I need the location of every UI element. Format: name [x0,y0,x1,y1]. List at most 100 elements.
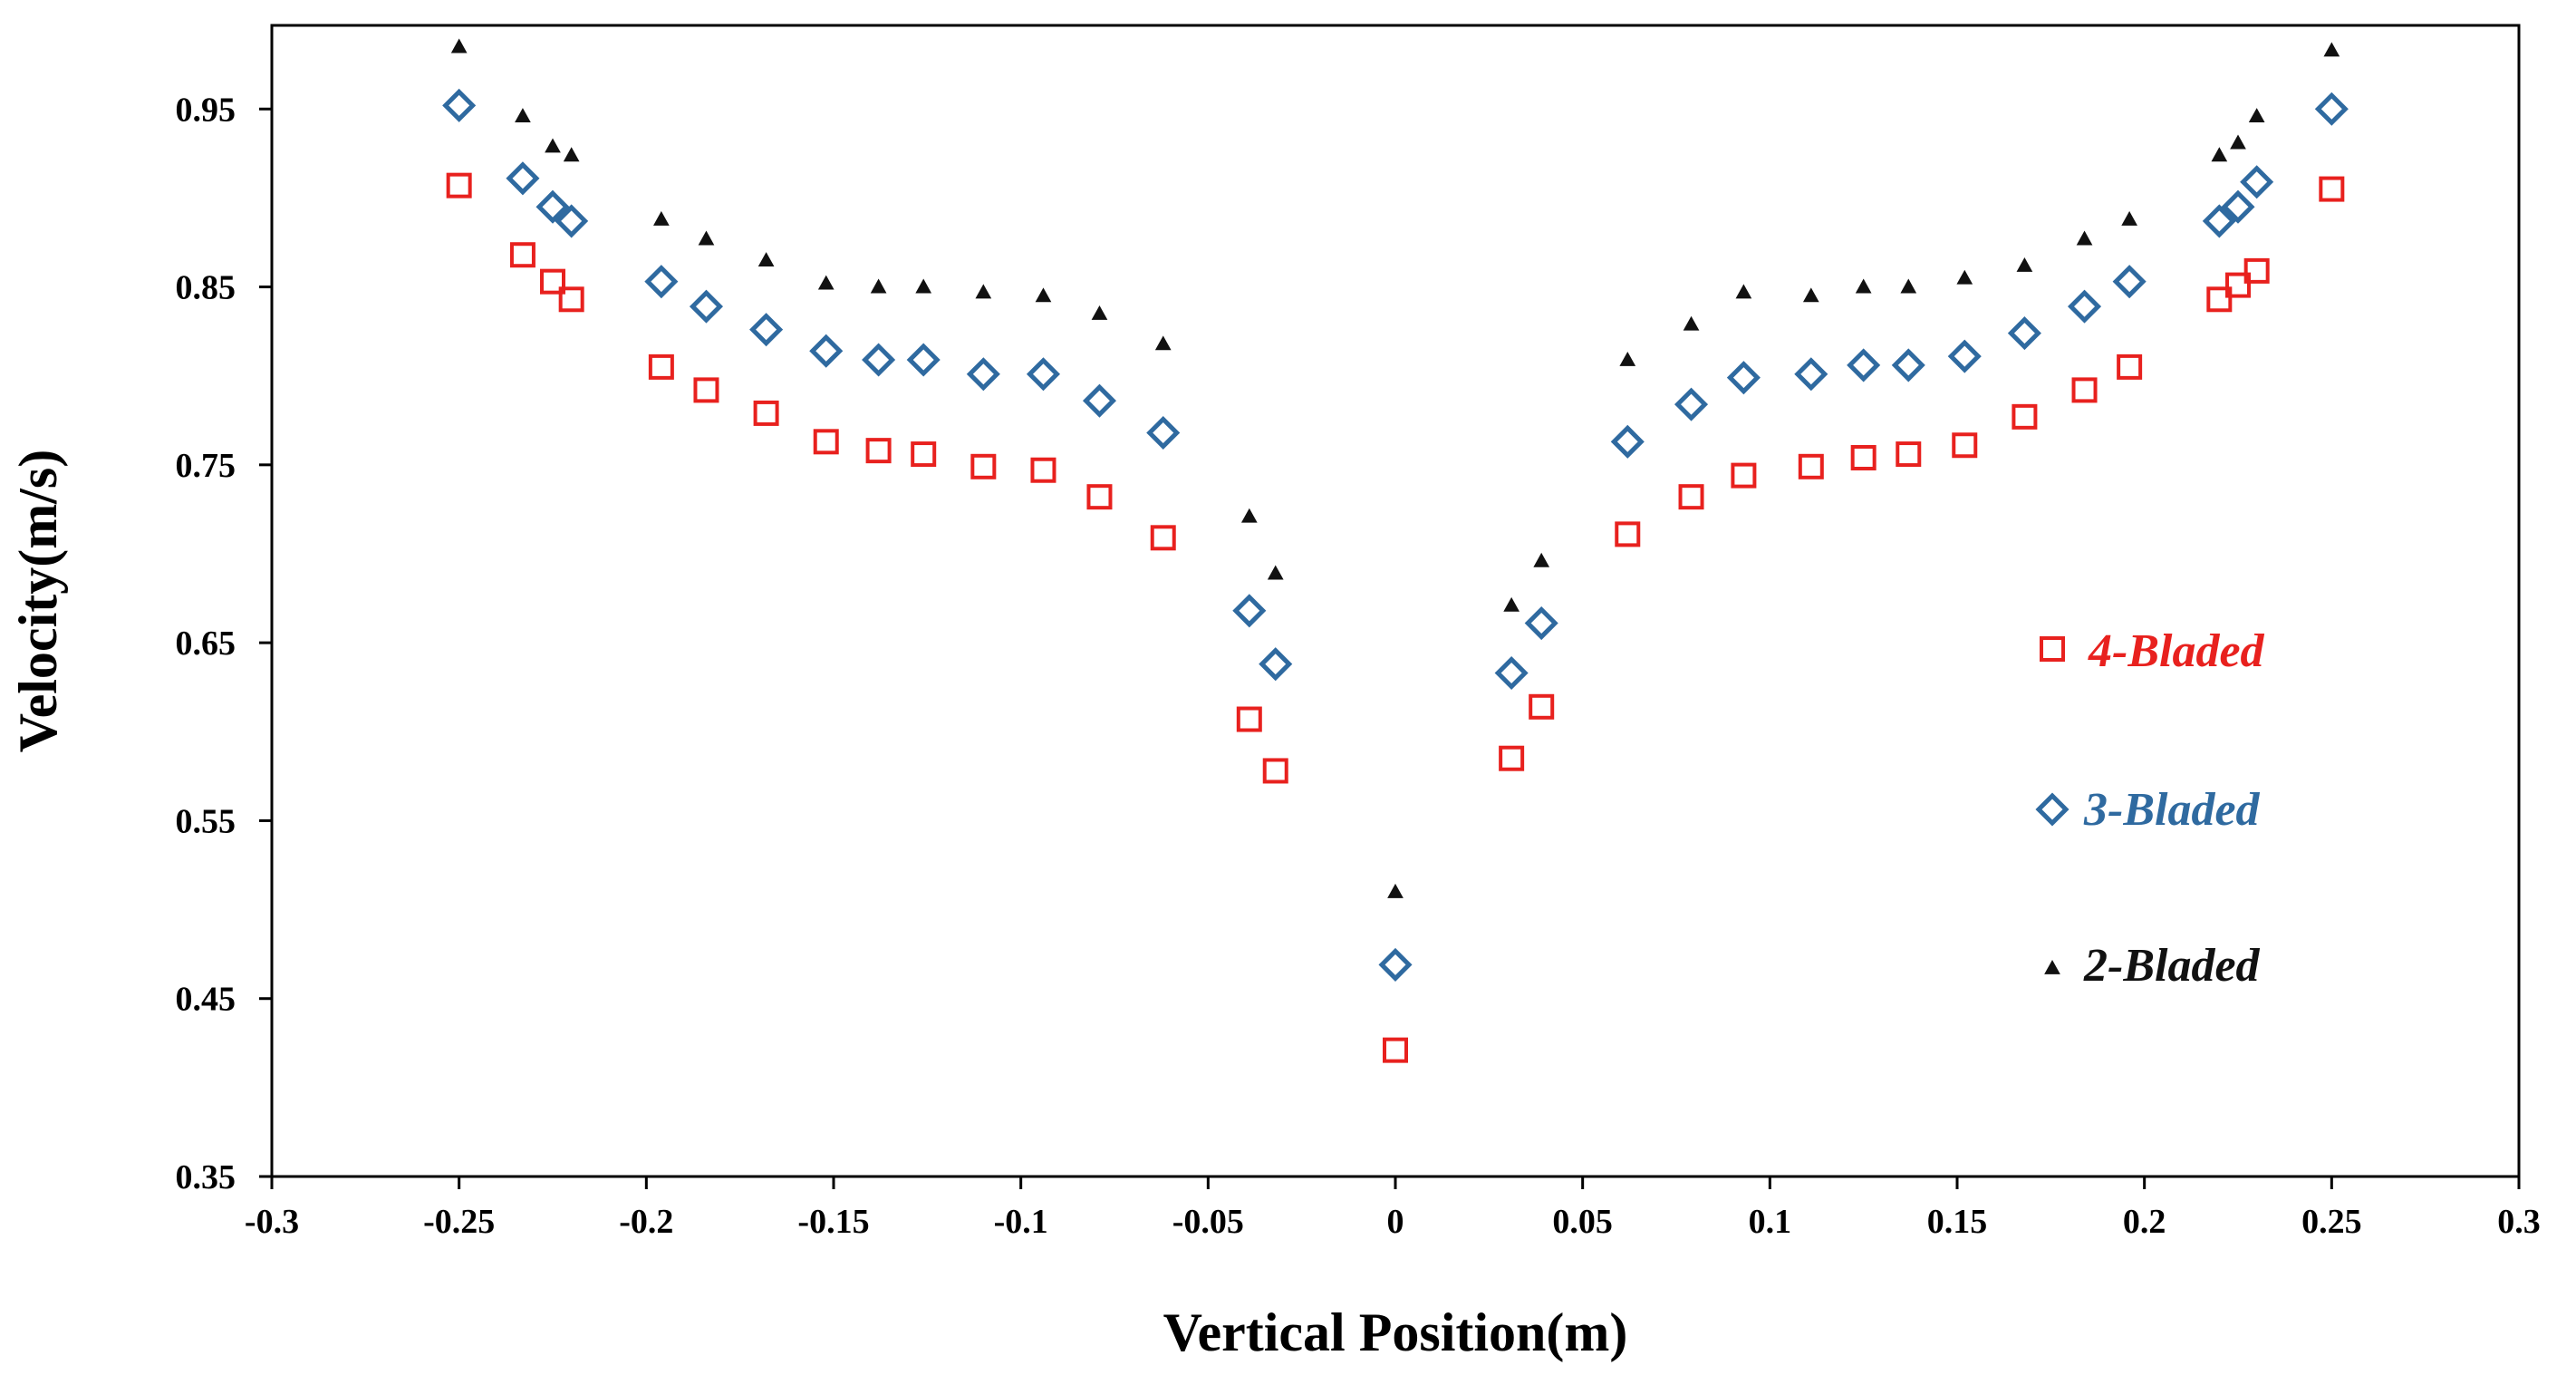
legend-item: 4-Bladed [2040,625,2265,677]
x-axis-ticks: -0.3 -0.25 -0.2 -0.15 -0.1 -0.05 0 0.05 0.1 0.15 0… [245,1176,2541,1241]
data-point [1026,357,1061,392]
data-point [2225,272,2251,298]
data-point [563,147,580,162]
x-tick-label: -0.1 [994,1203,1048,1241]
data-point [1150,525,1176,551]
data-point [2314,92,2349,126]
data-point [1615,521,1641,547]
data-point [446,172,472,199]
data-point [1956,269,1973,285]
legend-label: 2-Bladed [2083,940,2261,992]
series-4-bladed [446,172,2345,1063]
x-tick-label: 0.05 [1552,1203,1613,1241]
data-point [749,313,784,347]
data-point [966,357,1000,392]
data-point [2121,210,2137,226]
data-point [1503,596,1520,612]
data-point [975,284,992,299]
legend-marker [2035,792,2069,827]
legend-marker [2044,959,2060,974]
data-point [1086,484,1113,510]
data-point [1240,508,1258,523]
data-point [2007,316,2041,351]
data-point [1236,706,1262,732]
data-point [648,353,674,380]
y-axis-title: Velocity(m/s) [8,450,68,752]
x-tick-label: 0 [1387,1203,1404,1241]
data-point [1802,287,1819,303]
data-point [1259,647,1293,682]
data-point [2112,265,2147,299]
data-point [1674,387,1709,421]
data-point [535,189,570,224]
data-point [865,438,892,464]
data-point [2067,289,2102,324]
x-axis-title: Vertical Position(m) [1163,1302,1628,1362]
y-tick-label: 0.45 [176,981,236,1019]
data-point [1030,457,1056,483]
plot-area-frame [270,24,2521,1178]
legend-item: 2-Bladed [2044,940,2261,992]
data-point [915,278,932,294]
data-point [1082,383,1117,418]
data-point [1499,745,1525,771]
data-point [2071,377,2098,403]
data-point [1232,594,1267,628]
x-tick-label: -0.3 [245,1203,299,1241]
data-point [1855,278,1872,294]
data-point [809,334,844,368]
data-point [515,108,531,123]
data-point [1524,606,1558,641]
data-point [2211,147,2228,162]
data-point [2319,176,2345,202]
data-point [2206,286,2233,313]
data-point [757,252,775,267]
data-point [1900,278,1917,294]
data-point [545,138,561,153]
x-tick-label: -0.2 [619,1203,673,1241]
data-point [2240,165,2274,199]
y-tick-label: 0.95 [176,91,236,129]
x-tick-label: -0.25 [423,1203,495,1241]
data-point [1678,484,1704,510]
data-point [2230,134,2246,150]
data-point [1683,315,1700,331]
legend-item: 3-Bladed [2035,784,2261,836]
data-point [817,275,835,290]
x-tick-label: 0.25 [2301,1203,2362,1241]
data-point [753,400,779,426]
data-point [1267,565,1284,580]
data-point [1533,552,1550,567]
data-point [1891,348,1925,382]
data-point [906,343,941,377]
data-point [1896,441,1922,468]
data-point [450,38,468,53]
data-point [870,278,887,294]
data-point [1735,284,1752,299]
data-point [506,161,540,196]
y-tick-label: 0.65 [176,625,236,663]
data-point [1619,351,1636,366]
data-point [1847,348,1881,382]
data-point [1952,432,1978,459]
data-point [2117,353,2143,380]
data-point [2202,204,2236,238]
data-point [1091,305,1108,320]
data-point [862,343,896,377]
data-point [1798,453,1824,479]
data-point [813,429,839,455]
data-point [2323,42,2340,57]
data-point [1726,361,1761,395]
data-point [2016,257,2033,272]
data-point [689,289,724,324]
data-point [555,204,589,238]
data-point [970,453,997,479]
data-point [1035,287,1052,303]
x-tick-label: 0.2 [2123,1203,2166,1241]
data-point [1154,335,1172,351]
data-point [1387,883,1404,898]
data-point [2012,403,2038,430]
data-point [1610,424,1645,459]
y-tick-label: 0.85 [176,269,236,307]
